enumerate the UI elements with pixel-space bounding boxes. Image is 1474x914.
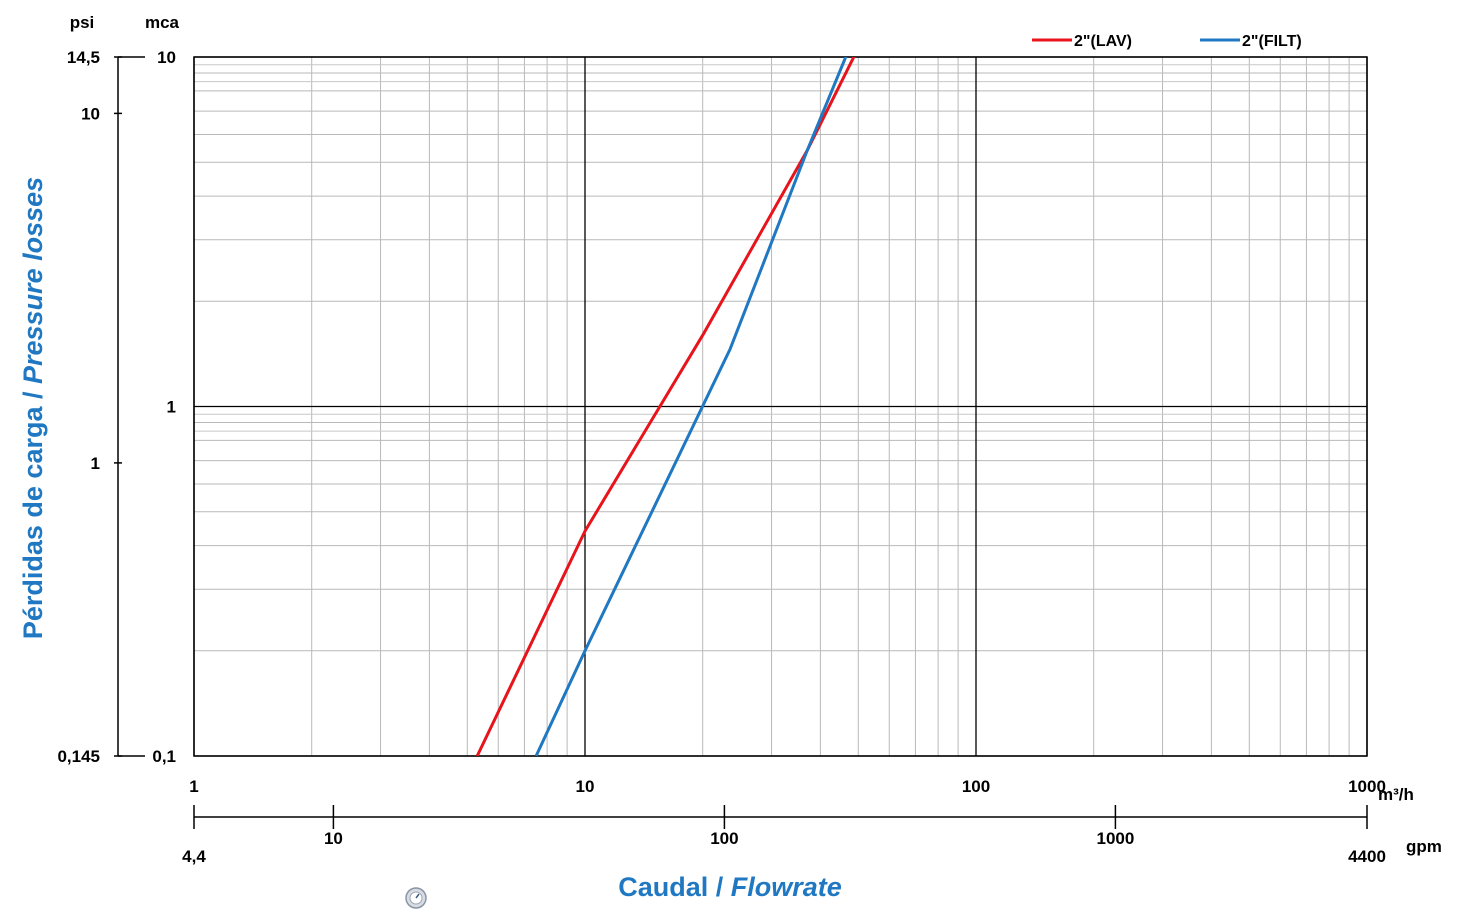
plot-border bbox=[193, 56, 1368, 757]
gauge-icon bbox=[405, 887, 427, 909]
mca-tick-label: 0,1 bbox=[152, 747, 176, 766]
psi-unit-label: psi bbox=[70, 13, 95, 32]
legend: 2"(LAV) 2"(FILT) bbox=[1032, 33, 1302, 50]
x-axis-title-main: Caudal bbox=[618, 872, 708, 902]
flow-m3h-tick-label: 100 bbox=[962, 777, 990, 796]
psi-tick-label: 10 bbox=[81, 104, 100, 123]
gpm-tick-label: 4400 bbox=[1348, 847, 1386, 866]
psi-tick-label: 0,145 bbox=[57, 747, 100, 766]
x-axis-title-sep: / bbox=[708, 872, 731, 902]
mca-tick-label: 10 bbox=[157, 48, 176, 67]
x-axis-title: Caudal / Flowrate bbox=[618, 872, 842, 902]
gpm-unit-label: gpm bbox=[1406, 837, 1442, 856]
axes bbox=[114, 56, 1368, 829]
mca-tick-label: 1 bbox=[167, 398, 176, 417]
legend-label: 2"(FILT) bbox=[1242, 33, 1302, 50]
x-axis-title-italic: Flowrate bbox=[731, 872, 842, 902]
legend-label: 2"(LAV) bbox=[1074, 33, 1132, 50]
gpm-tick-label: 4,4 bbox=[182, 847, 206, 866]
psi-tick-label: 1 bbox=[91, 454, 100, 473]
flow-m3h-tick-label: 1 bbox=[189, 777, 198, 796]
gpm-tick-label: 10 bbox=[324, 829, 343, 848]
series-line-filt bbox=[534, 57, 848, 756]
m3h-unit-label: m³/h bbox=[1378, 785, 1414, 804]
grid bbox=[193, 56, 1368, 757]
y-axis-title-italic: Pressure losses bbox=[18, 177, 48, 384]
series-lines bbox=[475, 57, 856, 756]
y-axis-title-main: Pérdidas de carga bbox=[18, 406, 48, 640]
flow-m3h-tick-label: 1000 bbox=[1348, 777, 1386, 796]
flow-m3h-tick-label: 10 bbox=[576, 777, 595, 796]
y-axis-title: Pérdidas de carga / Pressure losses bbox=[18, 177, 48, 639]
psi-tick-label: 14,5 bbox=[67, 48, 100, 67]
gpm-tick-label: 100 bbox=[710, 829, 738, 848]
mca-unit-label: mca bbox=[145, 13, 180, 32]
y-axis-title-sep: / bbox=[18, 384, 48, 407]
gpm-tick-label: 1000 bbox=[1096, 829, 1134, 848]
series-line-lav bbox=[475, 57, 856, 756]
